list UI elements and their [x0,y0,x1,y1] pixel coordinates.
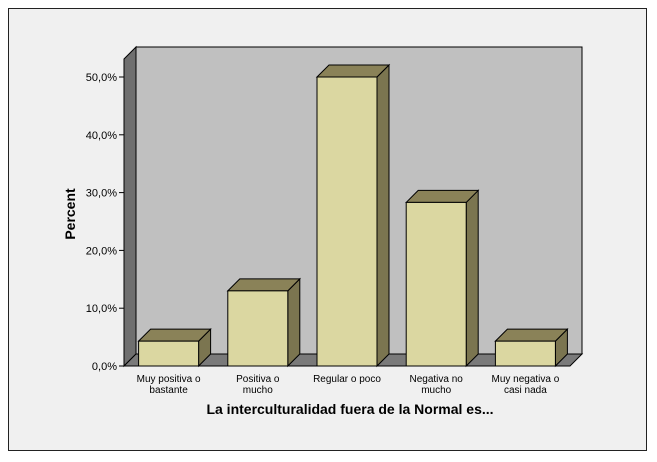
x-tick-label-line: bastante [149,385,188,396]
bars [137,63,569,368]
y-tick-label: 50,0% [86,72,117,84]
bar-top [137,328,212,342]
bar [315,63,391,368]
bar-front [494,340,556,367]
x-tick-label-line: mucho [243,385,273,396]
bar-top [315,64,391,78]
x-tick-label-line: Muy positiva o [137,374,201,385]
y-tick-label: 0,0% [92,361,117,373]
bar-front [138,340,200,367]
x-tick-label-line: Negativa no [410,374,464,385]
bar-front [227,290,289,367]
bar-side [287,277,301,368]
x-tick-label: Muy negativa o casi nada [491,374,559,396]
bar-front [405,201,467,367]
x-tick-label: Negativa no mucho [410,374,464,396]
y-axis: 0,0% 10,0% 20,0% 30,0% 40,0% 50,0% [86,59,125,373]
y-tick-label: 40,0% [86,130,117,142]
x-tick-label-line: Regular o poco [313,374,381,385]
x-tick-label-line: mucho [421,385,451,396]
x-axis-title: La interculturalidad fuera de la Normal … [206,401,493,417]
x-tick-label: Positiva o mucho [236,374,280,396]
bar-side [465,189,479,368]
y-axis-title: Percent [62,188,78,240]
plot-left-wall [123,45,137,368]
bar [494,327,569,368]
x-tick-label: Regular o poco [313,374,381,385]
bar [226,277,302,368]
bar [137,327,212,368]
x-tick-label-line: Positiva o [236,374,280,385]
x-tick-label-line: casi nada [504,385,547,396]
bar-top [226,278,302,292]
bar-top [404,189,480,203]
y-tick-label: 10,0% [86,303,117,315]
y-tick-label: 20,0% [86,245,117,257]
bar-top [494,328,569,342]
x-tick-label: Muy positiva o bastante [137,374,201,396]
bar [404,189,480,368]
x-tick-label-line: Muy negativa o [491,374,559,385]
bar-side [376,63,390,368]
bar-front [316,76,378,367]
y-tick-label: 30,0% [86,188,117,200]
